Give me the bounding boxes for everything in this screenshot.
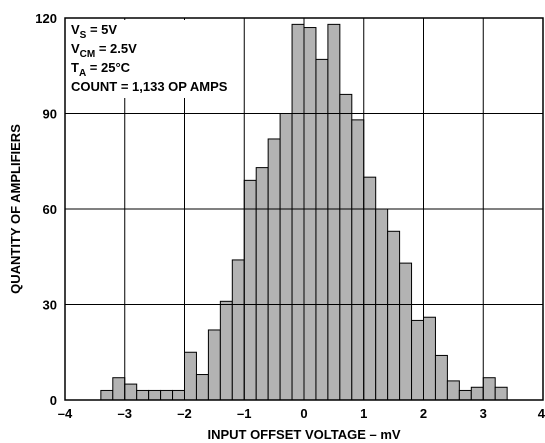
- y-tick-label: 90: [43, 107, 57, 122]
- x-tick-label: –3: [118, 406, 132, 421]
- histogram-bar: [255, 167, 269, 401]
- histogram-bar: [399, 262, 413, 401]
- histogram-bar: [470, 386, 484, 401]
- x-tick-label: 4: [538, 406, 545, 421]
- x-tick-label: 0: [300, 406, 307, 421]
- histogram-bar: [387, 230, 401, 401]
- annotation-line: VCM = 2.5V: [71, 41, 137, 60]
- y-axis-title: QUANTITY OF AMPLIFIERS: [8, 124, 23, 294]
- histogram-bar: [136, 389, 150, 401]
- histogram-bar: [112, 377, 126, 401]
- histogram-bar: [423, 316, 436, 401]
- histogram-bar: [339, 93, 353, 401]
- histogram-bar: [363, 176, 377, 401]
- x-tick-label: –1: [237, 406, 251, 421]
- histogram-bar: [231, 259, 245, 401]
- annotation-line: TA = 25°C: [71, 60, 131, 79]
- y-tick-label: 120: [35, 11, 57, 26]
- y-tick-label: 0: [50, 393, 57, 408]
- histogram-bar: [434, 354, 448, 401]
- histogram-bar: [195, 374, 209, 401]
- histogram-bar: [315, 58, 329, 401]
- histogram-bar: [124, 383, 138, 401]
- histogram-bar: [207, 329, 221, 401]
- histogram-bar: [303, 27, 317, 401]
- histogram-bar: [243, 179, 257, 401]
- histogram-bar: [160, 389, 174, 401]
- histogram-bar: [494, 386, 508, 401]
- x-tick-label: 1: [360, 406, 367, 421]
- histogram-bar: [482, 377, 496, 401]
- histogram-bar: [279, 113, 293, 401]
- x-tick-label: 3: [480, 406, 487, 421]
- histogram-bar: [291, 23, 305, 401]
- y-tick-labels: 0 30 60 90 120: [35, 11, 57, 408]
- y-tick-label: 30: [43, 298, 57, 313]
- annotation-line: VS = 5V: [71, 22, 117, 41]
- grid-lines: [65, 18, 543, 400]
- x-tick-label: 2: [420, 406, 427, 421]
- histogram-bar: [267, 138, 281, 401]
- histogram-bar: [100, 389, 114, 401]
- histogram-bar: [411, 319, 424, 401]
- plot-frame: [64, 17, 544, 401]
- annotation-background: [67, 20, 234, 98]
- histogram-bar: [184, 351, 197, 401]
- histogram-bar: [351, 119, 365, 401]
- histogram-bar: [219, 300, 233, 401]
- y-tick-label: 60: [43, 202, 57, 217]
- histogram-bar: [327, 23, 341, 401]
- histogram-bars: [100, 23, 508, 401]
- histogram-bar: [446, 380, 460, 401]
- x-tick-label: –2: [177, 406, 191, 421]
- histogram-bar: [172, 389, 186, 401]
- histogram-bar: [148, 389, 162, 401]
- x-tick-label: –4: [58, 406, 73, 421]
- x-axis-title: INPUT OFFSET VOLTAGE – mV: [207, 427, 400, 442]
- histogram-bar: [458, 389, 472, 401]
- annotation-line: COUNT = 1,133 OP AMPS: [71, 79, 228, 94]
- x-tick-labels: –4 –3 –2 –1 0 1 2 3 4: [58, 406, 545, 421]
